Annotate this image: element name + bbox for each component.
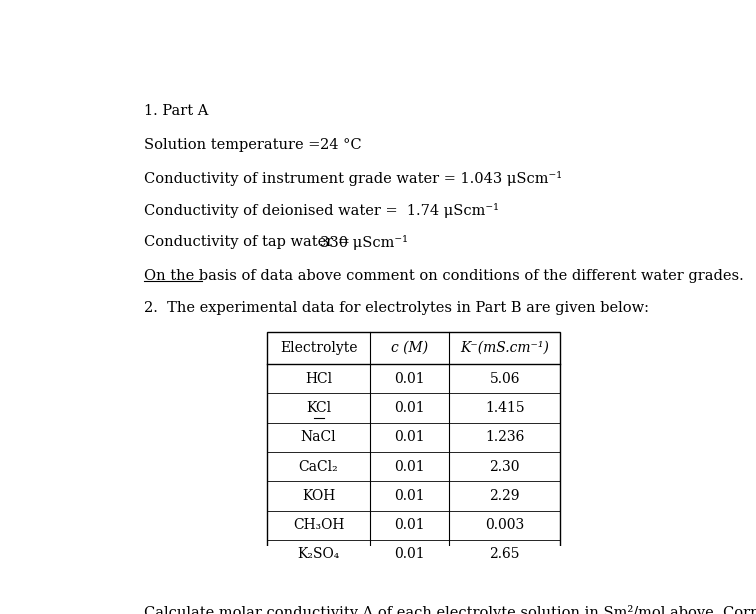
Text: 330 μScm⁻¹: 330 μScm⁻¹ [320,235,408,250]
Text: 1.236: 1.236 [485,430,525,445]
Text: 0.01: 0.01 [394,518,425,532]
Text: CH₃OH: CH₃OH [293,518,344,532]
Text: KOH: KOH [302,489,335,503]
Text: 2.  The experimental data for electrolytes in Part B are given below:: 2. The experimental data for electrolyte… [144,301,649,315]
Text: 24 °C: 24 °C [320,138,361,152]
Text: 5.06: 5.06 [489,371,520,386]
Text: 1.415: 1.415 [485,401,525,415]
Text: NaCl: NaCl [301,430,336,445]
Text: 0.01: 0.01 [394,548,425,561]
Text: 0.01: 0.01 [394,459,425,473]
Text: HCl: HCl [305,371,332,386]
Text: K₂SO₄: K₂SO₄ [297,548,339,561]
Text: c (M): c (M) [391,341,428,355]
Text: CaCl₂: CaCl₂ [299,459,339,473]
Text: Conductivity of deionised water =  1.74 μScm⁻¹: Conductivity of deionised water = 1.74 μ… [144,203,499,218]
Text: Electrolyte: Electrolyte [280,341,358,355]
Text: 2.65: 2.65 [489,548,520,561]
Text: 1. Part A: 1. Part A [144,104,209,119]
Text: K⁻(mS.cm⁻¹): K⁻(mS.cm⁻¹) [460,341,549,355]
Text: Calculate molar conductivity Λ of each electrolyte solution in Sm²/mol above. Co: Calculate molar conductivity Λ of each e… [144,605,756,614]
Text: 2.29: 2.29 [489,489,520,503]
Text: Conductivity of tap water =: Conductivity of tap water = [144,235,350,249]
Text: 2.30: 2.30 [489,459,520,473]
Text: 0.01: 0.01 [394,401,425,415]
Text: 0.01: 0.01 [394,430,425,445]
Text: 0.003: 0.003 [485,518,524,532]
Bar [268,332,560,569]
Text: KCl: KCl [306,401,331,415]
Text: Conductivity of instrument grade water = 1.043 μScm⁻¹: Conductivity of instrument grade water =… [144,171,562,185]
Text: 0.01: 0.01 [394,489,425,503]
Text: 0.01: 0.01 [394,371,425,386]
Text: Solution temperature =: Solution temperature = [144,138,321,152]
Text: On the basis of data above comment on conditions of the different water grades.: On the basis of data above comment on co… [144,269,744,283]
